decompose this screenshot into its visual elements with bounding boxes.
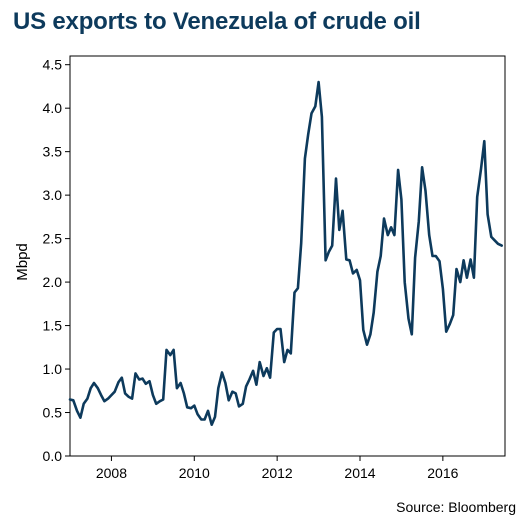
y-tick-label: 0.5 <box>43 405 63 421</box>
source-note: Source: Bloomberg <box>396 499 516 515</box>
y-tick-label: 0.0 <box>43 448 63 464</box>
x-axis-ticks: 2008 2010 2012 2014 2016 <box>96 456 459 481</box>
series-line <box>68 80 503 426</box>
x-tick-label: 2016 <box>427 465 458 481</box>
y-tick-label: 2.5 <box>43 231 63 247</box>
x-tick-label: 2012 <box>262 465 293 481</box>
y-tick-label: 4.5 <box>43 57 63 73</box>
chart-title: US exports to Venezuela of crude oil <box>13 8 421 35</box>
y-tick-label: 1.0 <box>43 361 63 377</box>
y-axis-ticks: 0.0 0.5 1.0 1.5 2.0 2.5 3.0 3.5 4.0 4.5 <box>43 57 70 464</box>
x-tick-label: 2010 <box>179 465 210 481</box>
y-tick-label: 3.0 <box>43 187 63 203</box>
y-axis-label: Mbpd <box>14 243 31 281</box>
y-tick-label: 3.5 <box>43 144 63 160</box>
x-tick-label: 2014 <box>344 465 375 481</box>
y-tick-label: 1.5 <box>43 318 63 334</box>
x-tick-label: 2008 <box>96 465 127 481</box>
y-tick-label: 2.0 <box>43 274 63 290</box>
plot-frame <box>69 55 506 457</box>
y-tick-label: 4.0 <box>43 100 63 116</box>
axes <box>69 55 506 457</box>
